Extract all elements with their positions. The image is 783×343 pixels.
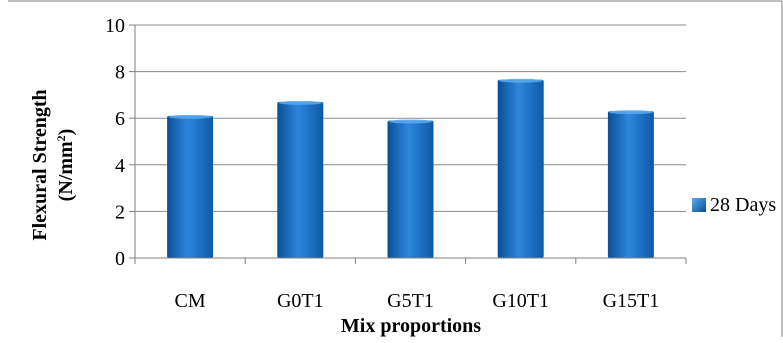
legend-label: 28 Days <box>710 194 776 216</box>
y-tick-label: 4 <box>115 155 125 177</box>
y-tick-label: 8 <box>115 62 125 84</box>
y-axis-label-line1: Flexural Strength <box>29 89 51 240</box>
x-tick-labels: CM G0T1 G5T1 G10T1 G15T1 <box>175 290 660 312</box>
x-tick-label: G15T1 <box>603 290 660 312</box>
x-axis-label: Mix proportions <box>341 315 481 337</box>
bar <box>497 79 544 258</box>
y-axis-label-close: ) <box>55 129 77 136</box>
legend: 28 Days <box>692 194 776 216</box>
y-axis-label-unit: (N/mm <box>55 141 77 201</box>
x-tick-label: G10T1 <box>492 290 549 312</box>
x-tick-label: G0T1 <box>277 290 324 312</box>
bar <box>167 115 214 259</box>
bar <box>277 101 324 258</box>
bar-cap <box>498 78 543 83</box>
bar-cap <box>388 119 433 124</box>
bar-cap <box>608 110 653 115</box>
axes <box>129 24 687 264</box>
bar-cap <box>168 114 213 119</box>
legend-swatch <box>692 198 706 212</box>
bars <box>167 78 654 259</box>
y-axis-label-sup: 2 <box>54 135 68 141</box>
y-tick-label: 10 <box>105 15 125 37</box>
x-tick-label: G5T1 <box>387 290 434 312</box>
y-tick-labels: 0 2 4 6 8 10 <box>105 15 125 270</box>
bar <box>387 120 434 258</box>
bar-cap <box>278 100 323 105</box>
y-tick-label: 2 <box>115 201 125 223</box>
bar <box>607 111 654 259</box>
y-axis-label-line2: (N/mm2) <box>54 129 77 202</box>
y-tick-label: 6 <box>115 108 125 130</box>
x-tick-label: CM <box>175 290 206 312</box>
y-tick-label: 0 <box>115 248 125 270</box>
